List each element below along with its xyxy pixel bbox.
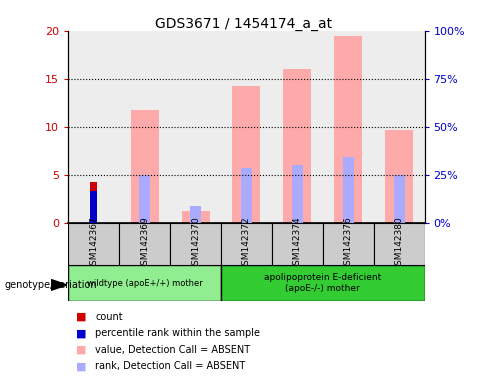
Bar [374,223,425,265]
Text: GSM142380: GSM142380 [395,217,404,271]
Bar [272,31,323,223]
Bar [221,265,425,301]
Text: ■: ■ [76,328,86,338]
Bar [393,175,405,223]
Text: ■: ■ [76,312,86,322]
Text: genotype/variation: genotype/variation [5,280,98,290]
Bar [182,211,209,223]
Bar [343,157,354,223]
Bar [334,36,362,223]
Bar [374,31,425,223]
Bar [170,31,221,223]
Text: GSM142376: GSM142376 [344,217,353,271]
Bar [323,31,374,223]
Bar [272,223,323,265]
Bar [170,223,221,265]
Text: count: count [95,312,123,322]
Bar [385,130,413,223]
Text: ■: ■ [76,345,86,355]
Polygon shape [51,280,67,290]
Text: value, Detection Call = ABSENT: value, Detection Call = ABSENT [95,345,250,355]
Bar [119,31,170,223]
Bar [90,191,97,223]
Bar [119,223,170,265]
Bar [131,111,159,223]
Bar [68,223,119,265]
Bar [221,223,272,265]
Text: ■: ■ [76,361,86,371]
Bar [68,31,119,223]
Text: GSM142370: GSM142370 [191,217,200,271]
Bar [68,265,221,301]
Text: apolipoprotein E-deficient
(apoE-/-) mother: apolipoprotein E-deficient (apoE-/-) mot… [264,273,382,293]
Text: GSM142369: GSM142369 [140,217,149,271]
Bar [221,31,272,223]
Bar [241,168,252,223]
Bar [190,207,201,223]
Bar [292,165,303,223]
Bar [323,223,374,265]
Text: GSM142374: GSM142374 [293,217,302,271]
Text: wildtype (apoE+/+) mother: wildtype (apoE+/+) mother [87,279,203,288]
Text: percentile rank within the sample: percentile rank within the sample [95,328,260,338]
Text: GDS3671 / 1454174_a_at: GDS3671 / 1454174_a_at [156,17,332,31]
Text: GSM142372: GSM142372 [242,217,251,271]
Bar [90,182,97,223]
Bar [139,175,150,223]
Bar [232,86,261,223]
Bar [284,69,311,223]
Text: rank, Detection Call = ABSENT: rank, Detection Call = ABSENT [95,361,245,371]
Text: GSM142367: GSM142367 [89,217,98,271]
